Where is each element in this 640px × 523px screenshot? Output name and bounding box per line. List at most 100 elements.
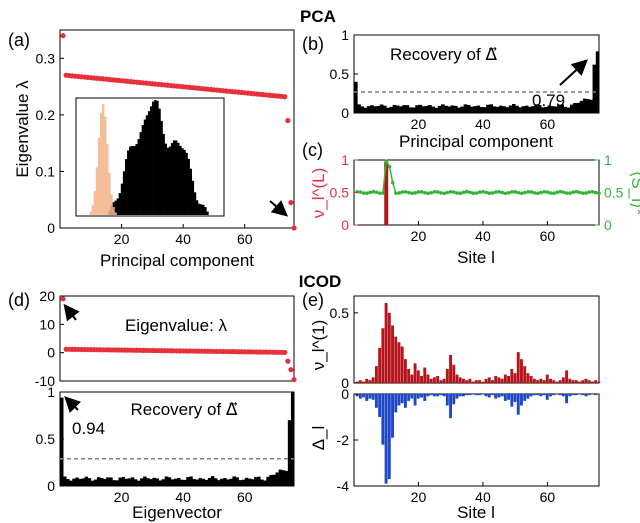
panel-e-bottom-bar (584, 394, 588, 397)
panel-a-inset-bar-peach (106, 143, 109, 215)
panel-d-bottom-bar (290, 392, 295, 486)
panel-d-bottom-bar (278, 469, 283, 486)
panel-d-bottom-bar (69, 480, 73, 486)
panel-a-point (282, 94, 288, 100)
panel-c-green-point (387, 164, 392, 169)
panel-a-inset-bar (154, 100, 157, 215)
panel-e-top-bar (371, 377, 375, 383)
panel-b-bar (450, 105, 455, 113)
panel-e-top-bar (465, 380, 469, 383)
panel-a-inset-bar (127, 150, 130, 215)
panel-b-bar (366, 106, 371, 113)
panel-c-green-point (410, 191, 414, 196)
panel-c-xtick-label: 20 (411, 228, 427, 244)
panel-a-inset-bar (172, 140, 176, 215)
panel-a-ytick-label: 0.1 (36, 163, 56, 179)
panel-d-bottom-bar (263, 480, 267, 486)
panel-d-bottom-bar (81, 478, 86, 486)
panel-b-bar (354, 81, 358, 113)
panel-b-ytick-label: 0 (341, 105, 349, 121)
panel-b-bar (495, 106, 500, 113)
panel-d-bottom-bar (66, 479, 70, 486)
panel-e-bottom-bar (410, 394, 414, 399)
panel-a-ylabel: Eigenvalue λ (13, 80, 32, 178)
panel-d-top-point (291, 376, 297, 383)
panel-d-bottom-bar (115, 480, 119, 486)
panel-e-bottom-bar (432, 394, 436, 397)
panel-e-bottom-bar (561, 394, 565, 397)
panel-a-inset-bar-peach (110, 194, 113, 215)
panel-b-bar (453, 105, 458, 113)
panel-a-inset-bar (187, 158, 190, 215)
panel-d-bottom-bar (152, 477, 156, 486)
panel-b-bar (531, 106, 535, 113)
panel-c-green-point (426, 191, 430, 196)
panel-b-bar (444, 105, 448, 113)
panel-e-top-bar (429, 378, 433, 383)
panel-e-bottom-bar (587, 394, 591, 396)
panel-a-inset-bar-peach (104, 116, 107, 215)
panel-a-xticks: 20 40 60 (114, 224, 253, 247)
panel-c-green-point (397, 191, 401, 195)
panel-b-label: (b) (302, 34, 324, 54)
panel-a-inset-bar (116, 198, 120, 215)
panel-e-bottom-bar (487, 394, 491, 398)
panel-d-bottom-bar (177, 477, 181, 486)
panel-d-bottom-bar (220, 478, 224, 486)
panel-c-green-point (523, 190, 527, 195)
panel-b-bar (505, 107, 510, 113)
panel-c-green-point (432, 190, 437, 194)
panel-e-top-bar (520, 359, 523, 383)
panel-e-bottom-bar (449, 394, 452, 419)
panel-e-top-ytick-label: 0 (341, 375, 349, 391)
panel-b-bar (579, 100, 584, 113)
panel-a-xtick-label: 40 (175, 231, 191, 247)
panel-a-inset-bar (175, 140, 178, 215)
panel-c-green-point (471, 191, 476, 195)
panel-d-bottom-bar (149, 479, 153, 486)
panel-e-top-bar (474, 380, 478, 383)
panel-c-green-point (468, 190, 472, 195)
panel-d-bottom-bar (210, 476, 215, 486)
panel-e-bottom-xtick-label: 20 (411, 489, 427, 505)
panel-d-bottom-bar (180, 479, 184, 486)
panel-e-bottom-bar (539, 394, 543, 397)
panel-e-top-bar (413, 363, 417, 383)
panel-e-bottom-bar (594, 394, 598, 396)
panel-c-green-point (448, 189, 453, 194)
panel-c-green-line (357, 159, 600, 195)
panel-c-green-point (374, 190, 379, 195)
panel-a-point (291, 225, 297, 231)
panel-a-points (60, 33, 297, 231)
panel-e-top-bar (497, 377, 501, 383)
panel-c-green-point (526, 190, 530, 194)
panel-e-top-bar (516, 352, 520, 383)
panel-d-bottom-bar (106, 477, 110, 486)
panel-e-bottom-bar (423, 394, 427, 401)
panel-d-bottom-bar (269, 474, 273, 486)
panel-c-xticks: 20 40 60 (411, 221, 555, 244)
panel-b-bar (392, 104, 397, 113)
panel-c-green-point (503, 191, 508, 196)
panel-d-top-ytick-label: 20 (39, 288, 55, 304)
panel-e-top-bar (536, 380, 540, 383)
panel-e-top-bar (561, 377, 565, 383)
panel-d-bottom-bar (198, 478, 203, 486)
panel-d-bottom-bar (103, 478, 107, 486)
panel-e-top-bar (574, 380, 578, 383)
panel-a-axes (59, 29, 295, 229)
panel-e-top-bar (442, 378, 446, 383)
panel-e-bottom-bar (565, 394, 569, 404)
panel-e-bottom-bar (497, 394, 501, 398)
panel-b-bar (463, 104, 468, 113)
panel-d-bottom-bar (232, 476, 236, 486)
panel-d-bottom-arrow (64, 396, 82, 414)
panel-c-left-ytick-label: 1 (341, 152, 349, 168)
panel-b-bar (524, 105, 529, 113)
panel-a-inset-bar (200, 204, 203, 215)
panel-d-bottom-bar (189, 476, 193, 486)
panel-c-green-point (532, 191, 537, 195)
panel-e-bottom-bar (365, 394, 369, 401)
panel-b-bar (582, 98, 587, 113)
panel-e-top-bar (529, 375, 533, 383)
